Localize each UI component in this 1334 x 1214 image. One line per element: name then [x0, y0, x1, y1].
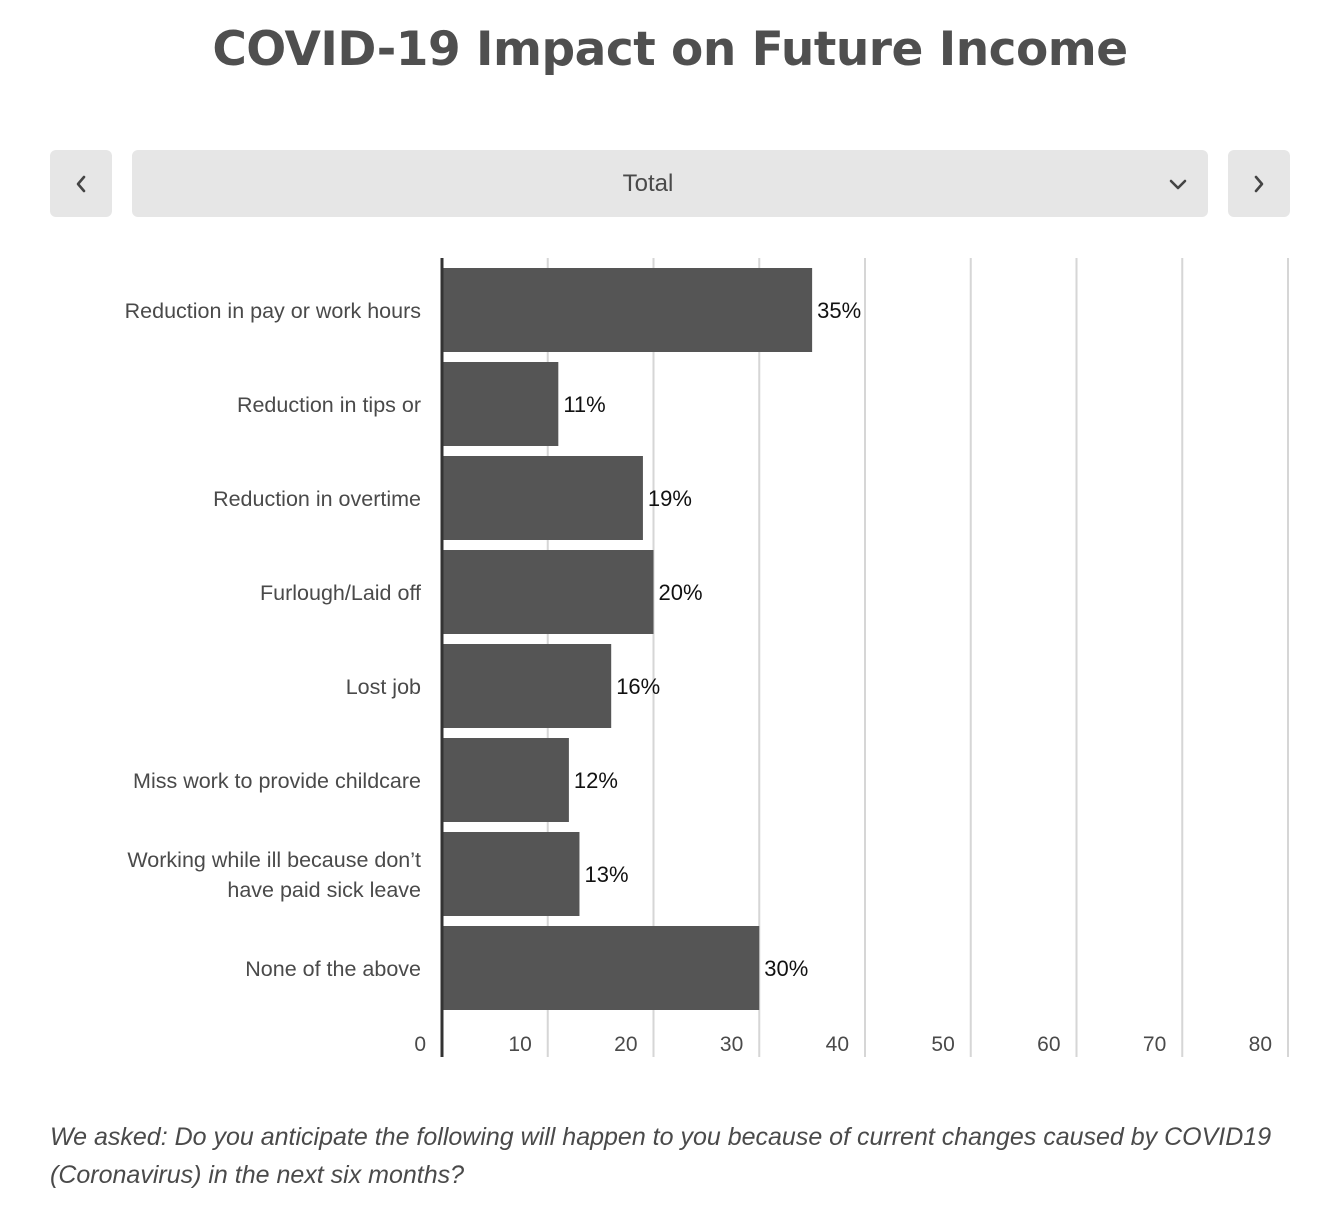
x-tick-label: 50: [931, 1033, 954, 1056]
group-select-value: Total: [622, 170, 674, 197]
category-label: Lost job: [346, 675, 421, 699]
x-tick-label: 40: [826, 1033, 849, 1056]
data-label: 35%: [817, 298, 861, 323]
category-label: Reduction in overtime: [213, 487, 421, 511]
chevron-right-icon: [1254, 175, 1264, 192]
data-label: 30%: [764, 956, 808, 981]
x-tick-label: 80: [1249, 1033, 1272, 1056]
x-tick-label: 70: [1143, 1033, 1166, 1056]
chevron-down-icon: [1169, 179, 1187, 190]
x-tick-label: 0: [414, 1033, 426, 1056]
category-label: Reduction in pay or work hours: [125, 299, 421, 323]
category-label: None of the above: [245, 957, 421, 981]
chevron-left-icon: [76, 175, 86, 192]
bar: [442, 644, 612, 728]
x-tick-label: 30: [720, 1033, 743, 1056]
category-label: Furlough/Laid off: [260, 581, 421, 605]
data-label: 16%: [616, 674, 660, 699]
bar: [442, 550, 654, 634]
data-label: 19%: [648, 486, 692, 511]
bar: [442, 362, 559, 446]
previous-button[interactable]: [50, 150, 112, 217]
bar: [442, 926, 760, 1010]
data-label: 13%: [584, 862, 628, 887]
bar: [442, 456, 643, 540]
category-label: Miss work to provide childcare: [133, 769, 421, 793]
data-label: 12%: [574, 768, 618, 793]
group-select[interactable]: Total: [132, 150, 1208, 217]
category-label: Reduction in tips or: [237, 393, 421, 417]
bar: [442, 738, 569, 822]
x-tick-label: 20: [614, 1033, 637, 1056]
data-label: 20%: [659, 580, 703, 605]
bar: [442, 832, 580, 916]
x-tick-label: 10: [508, 1033, 531, 1056]
category-label: Working while ill because don’t have paid…: [127, 848, 421, 902]
bar-chart: 0 10 20 30 40 50 60 70 80 35% Reduction in pay or …: [125, 258, 1289, 1057]
bar: [442, 268, 813, 352]
next-button[interactable]: [1228, 150, 1290, 217]
survey-question-caption: We asked: Do you anticipate the followin…: [50, 1123, 1272, 1189]
data-label: 11%: [563, 392, 605, 417]
x-tick-label: 60: [1037, 1033, 1060, 1056]
chart-title: COVID-19 Impact on Future Income: [212, 22, 1128, 77]
